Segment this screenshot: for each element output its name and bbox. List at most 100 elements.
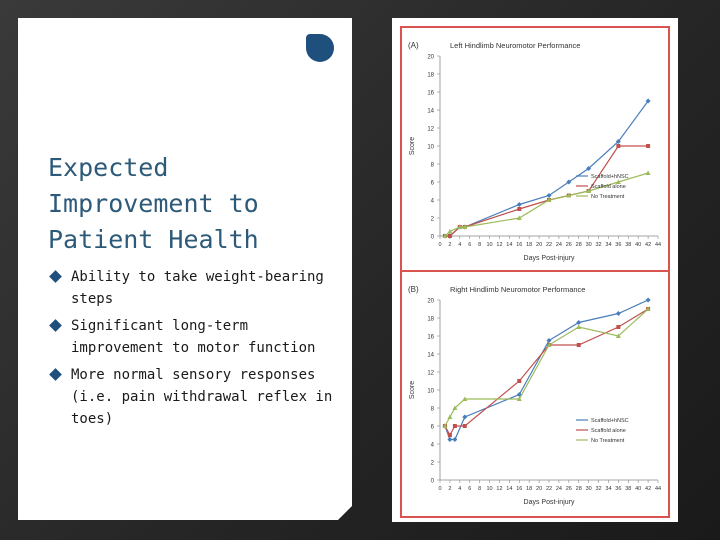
chart-title: Left Hindlimb Neuromotor Performance xyxy=(450,41,580,50)
data-point xyxy=(615,179,621,184)
chart-frame xyxy=(400,26,670,274)
y-tick-label: 0 xyxy=(431,479,435,485)
x-tick-label: 10 xyxy=(486,242,492,248)
data-point xyxy=(546,197,552,202)
data-point xyxy=(546,338,552,343)
panel-label: (A) xyxy=(408,41,419,50)
data-point xyxy=(447,433,452,437)
x-tick-label: 36 xyxy=(615,242,621,248)
data-point xyxy=(615,139,621,144)
data-point xyxy=(576,320,582,325)
x-tick-label: 4 xyxy=(458,242,461,248)
bullet-item: More normal sensory responses (i.e. pain… xyxy=(48,364,348,430)
x-tick-label: 26 xyxy=(566,486,572,492)
data-point xyxy=(462,414,468,420)
x-tick-label: 32 xyxy=(595,486,601,492)
x-tick-label: 36 xyxy=(615,486,621,492)
data-point xyxy=(447,229,453,234)
y-tick-label: 8 xyxy=(431,163,435,169)
data-point xyxy=(516,215,522,220)
x-axis-label: Days Post-injury xyxy=(524,499,575,506)
x-tick-label: 8 xyxy=(478,242,481,248)
bullet-text: Ability to take weight-bearing steps xyxy=(71,269,324,307)
x-tick-label: 38 xyxy=(625,242,631,248)
y-tick-label: 18 xyxy=(427,317,434,323)
data-point xyxy=(516,202,522,207)
bullet-list: Ability to take weight-bearing steps Sig… xyxy=(48,266,348,435)
data-point xyxy=(452,424,457,428)
right-hindlimb-chart: (B) Right Hindlimb Neuromotor Performance… xyxy=(400,270,670,518)
y-tick-label: 12 xyxy=(427,127,434,133)
data-point xyxy=(452,437,458,442)
chart-frame xyxy=(400,270,670,518)
data-point xyxy=(586,166,592,171)
y-tick-label: 16 xyxy=(427,335,434,341)
y-tick-label: 2 xyxy=(431,461,435,467)
y-tick-label: 14 xyxy=(427,353,434,359)
diamond-bullet-icon xyxy=(49,270,62,283)
x-tick-label: 14 xyxy=(506,242,512,248)
x-tick-label: 30 xyxy=(586,242,592,248)
data-point xyxy=(546,342,552,347)
legend-label: No Treatment xyxy=(591,438,625,444)
x-tick-label: 30 xyxy=(586,486,592,492)
bullet-item: Significant long-term improvement to mot… xyxy=(48,315,348,359)
legend-label: Scaffold+hNSC xyxy=(591,418,629,424)
x-tick-label: 22 xyxy=(546,486,552,492)
left-hindlimb-chart: (A) Left Hindlimb Neuromotor Performance 0… xyxy=(400,26,670,274)
legend-label: Scaffold alone xyxy=(591,184,626,190)
x-tick-label: 42 xyxy=(645,486,651,492)
data-point xyxy=(462,424,467,428)
bullet-item: Ability to take weight-bearing steps xyxy=(48,266,348,310)
data-point xyxy=(452,405,458,410)
data-point xyxy=(442,423,448,428)
data-point xyxy=(586,188,592,193)
x-tick-label: 16 xyxy=(516,486,522,492)
x-tick-label: 40 xyxy=(635,242,641,248)
y-tick-label: 0 xyxy=(431,235,435,241)
data-point xyxy=(517,207,522,211)
accent-shape xyxy=(306,34,334,62)
x-tick-label: 12 xyxy=(496,486,502,492)
y-tick-label: 18 xyxy=(427,73,434,79)
y-tick-label: 16 xyxy=(427,91,434,97)
legend-label: Scaffold+hNSC xyxy=(591,174,629,180)
x-tick-label: 6 xyxy=(468,486,471,492)
x-tick-label: 26 xyxy=(566,242,572,248)
data-point xyxy=(457,224,463,229)
y-axis-label: Score xyxy=(409,381,416,399)
data-point xyxy=(645,306,651,311)
y-tick-label: 14 xyxy=(427,109,434,115)
y-tick-label: 10 xyxy=(427,145,434,151)
data-point xyxy=(645,297,651,303)
bullet-text: More normal sensory responses (i.e. pain… xyxy=(71,367,333,427)
bullet-text: Significant long-term improvement to mot… xyxy=(71,318,316,356)
text-panel: Expected Improvement to Patient Health A… xyxy=(18,18,352,520)
series-line xyxy=(445,145,649,237)
data-point xyxy=(447,414,453,419)
x-tick-label: 22 xyxy=(546,242,552,248)
data-point xyxy=(516,396,522,401)
x-tick-label: 34 xyxy=(605,242,611,248)
x-tick-label: 42 xyxy=(645,242,651,248)
data-point xyxy=(616,144,621,148)
x-tick-label: 20 xyxy=(536,242,542,248)
data-point xyxy=(546,193,552,198)
x-tick-label: 38 xyxy=(625,486,631,492)
data-point xyxy=(645,170,651,175)
x-tick-label: 0 xyxy=(438,486,441,492)
panel-label: (B) xyxy=(408,285,419,294)
legend-label: No Treatment xyxy=(591,194,625,200)
y-tick-label: 20 xyxy=(427,299,434,305)
x-tick-label: 10 xyxy=(486,486,492,492)
data-point xyxy=(615,333,621,338)
x-tick-label: 24 xyxy=(556,486,562,492)
y-tick-label: 6 xyxy=(431,181,435,187)
data-point xyxy=(576,343,581,347)
y-tick-label: 8 xyxy=(431,407,435,413)
data-point xyxy=(442,233,448,238)
x-tick-label: 6 xyxy=(468,242,471,248)
data-point xyxy=(462,396,468,401)
x-tick-label: 18 xyxy=(526,486,532,492)
y-tick-label: 12 xyxy=(427,371,434,377)
